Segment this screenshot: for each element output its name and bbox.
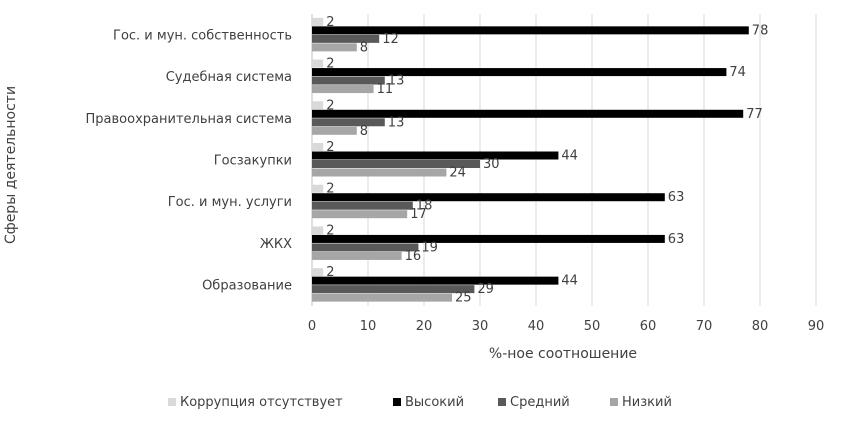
bar	[312, 201, 413, 210]
legend-swatch	[498, 398, 506, 406]
legend-label: Средний	[510, 395, 570, 410]
bar	[312, 168, 447, 177]
data-label: 78	[752, 23, 769, 38]
bar	[312, 43, 357, 52]
x-tick-label: 20	[416, 319, 433, 334]
bar	[312, 210, 408, 219]
bar	[312, 126, 357, 135]
data-label: 2	[326, 265, 334, 280]
bar	[312, 26, 749, 35]
bar	[312, 251, 402, 260]
data-label: 77	[746, 107, 763, 122]
data-label: 29	[477, 282, 494, 297]
data-label: 19	[421, 240, 438, 255]
bar	[312, 151, 559, 160]
bar	[312, 101, 324, 110]
bar	[312, 34, 380, 43]
x-tick-label: 90	[808, 319, 825, 334]
bar	[312, 276, 559, 285]
category-labels: Гос. и мун. собственность Судебная систем…	[86, 28, 293, 293]
data-label: 2	[326, 140, 334, 155]
data-label: 2	[326, 15, 334, 30]
bar	[312, 293, 452, 302]
data-label: 13	[388, 74, 405, 89]
legend-label: Низкий	[622, 395, 672, 410]
category-label: Госзакупки	[214, 154, 292, 169]
x-tick-label: 10	[360, 319, 377, 334]
data-label: 2	[326, 98, 334, 113]
x-tick-label: 60	[640, 319, 657, 334]
category-label: Гос. и мун. собственность	[113, 28, 292, 43]
bar	[312, 118, 385, 127]
data-label: 13	[388, 115, 405, 130]
data-label: 44	[561, 274, 578, 289]
bar	[312, 143, 324, 151]
bar	[312, 85, 374, 94]
legend-swatch	[393, 398, 401, 406]
legend: Коррупция отсутствует Высокий Средний Низки…	[168, 395, 672, 410]
data-label: 24	[449, 166, 466, 181]
bars	[312, 17, 749, 302]
bar	[312, 226, 324, 235]
bar	[312, 268, 324, 277]
x-tick-label: 0	[308, 319, 316, 334]
data-label: 2	[326, 57, 334, 72]
legend-label: Высокий	[405, 395, 464, 410]
category-label: ЖКХ	[260, 237, 292, 252]
data-label: 8	[360, 124, 368, 139]
bar	[312, 68, 727, 77]
bar	[312, 184, 324, 193]
bar	[312, 234, 665, 243]
x-tick-label: 50	[584, 319, 601, 334]
bar	[312, 109, 744, 118]
data-labels: 2781282741311277138244302426318172631916…	[326, 15, 768, 306]
category-label: Образование	[202, 279, 292, 294]
data-label: 17	[410, 207, 427, 222]
data-label: 8	[360, 40, 368, 55]
category-label: Гос. и мун. услуги	[168, 195, 292, 210]
data-label: 74	[729, 65, 746, 80]
data-label: 44	[561, 149, 578, 164]
category-label: Судебная система	[166, 70, 292, 85]
data-label: 63	[668, 190, 685, 205]
x-tick-labels: 0 10 20 30 40 50 60 70 80 90	[308, 319, 824, 334]
x-tick-label: 70	[696, 319, 713, 334]
data-label: 18	[416, 199, 433, 214]
legend-swatch	[168, 398, 176, 406]
bar	[312, 193, 665, 202]
bar	[312, 160, 480, 168]
x-tick-label: 80	[752, 319, 769, 334]
x-tick-label: 30	[472, 319, 489, 334]
y-axis-title: Сферы деятельности	[3, 86, 19, 244]
x-axis-title: %-ное соотношение	[489, 346, 637, 362]
data-label: 30	[483, 157, 500, 172]
data-label: 11	[377, 82, 394, 97]
category-label: Правоохранительная система	[86, 112, 292, 127]
legend-label: Коррупция отсутствует	[180, 395, 343, 410]
data-label: 12	[382, 32, 399, 47]
data-label: 16	[405, 249, 422, 264]
legend-swatch	[610, 398, 618, 406]
data-label: 63	[668, 232, 685, 247]
data-label: 25	[455, 291, 472, 306]
data-label: 2	[326, 182, 334, 197]
x-tick-label: 40	[528, 319, 545, 334]
data-label: 2	[326, 223, 334, 238]
bar	[312, 285, 475, 294]
bar	[312, 76, 385, 85]
bar	[312, 59, 324, 68]
bar	[312, 17, 324, 26]
bar	[312, 243, 419, 252]
